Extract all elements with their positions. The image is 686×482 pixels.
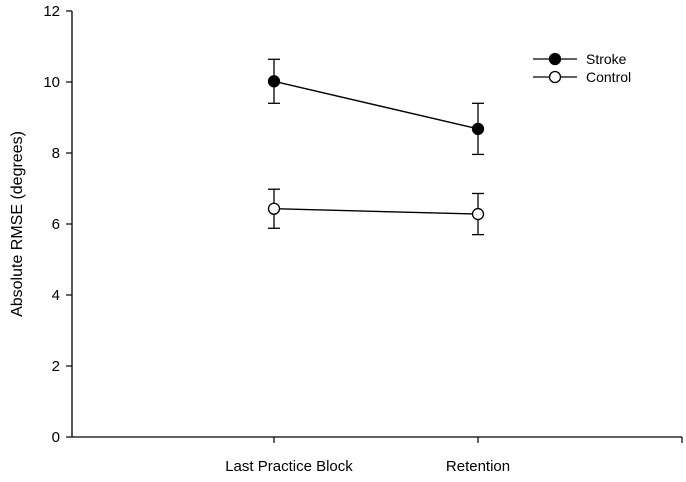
series-group (267, 58, 485, 236)
legend-marker (548, 52, 562, 66)
data-point (471, 207, 485, 221)
data-point (267, 75, 281, 88)
series-line (273, 208, 479, 215)
legend: Stroke Control (533, 51, 631, 85)
data-point (267, 202, 281, 215)
legend-marker (548, 70, 562, 84)
y-axis-ticks: 0 2 4 6 8 10 12 (43, 3, 72, 446)
legend-item: Control (533, 69, 631, 85)
y-tick-label: 0 (52, 429, 60, 446)
y-tick-label: 8 (52, 145, 60, 162)
legend-label: Stroke (586, 51, 627, 67)
x-tick-label: Retention (446, 458, 510, 475)
legend-item: Stroke (533, 51, 627, 67)
series-stroke (267, 58, 485, 156)
x-axis-ticks: Last Practice Block Retention (225, 437, 683, 475)
y-tick-label: 10 (43, 74, 60, 91)
series-control (267, 188, 485, 236)
y-tick-label: 4 (52, 287, 60, 304)
data-point (471, 122, 485, 136)
series-line (273, 80, 479, 130)
y-tick-label: 12 (43, 3, 60, 20)
y-tick-label: 6 (52, 216, 60, 233)
legend-label: Control (586, 69, 631, 85)
y-axis-title: Absolute RMSE (degrees) (9, 131, 26, 317)
y-tick-label: 2 (52, 358, 60, 375)
x-tick-label: Last Practice Block (225, 458, 353, 475)
